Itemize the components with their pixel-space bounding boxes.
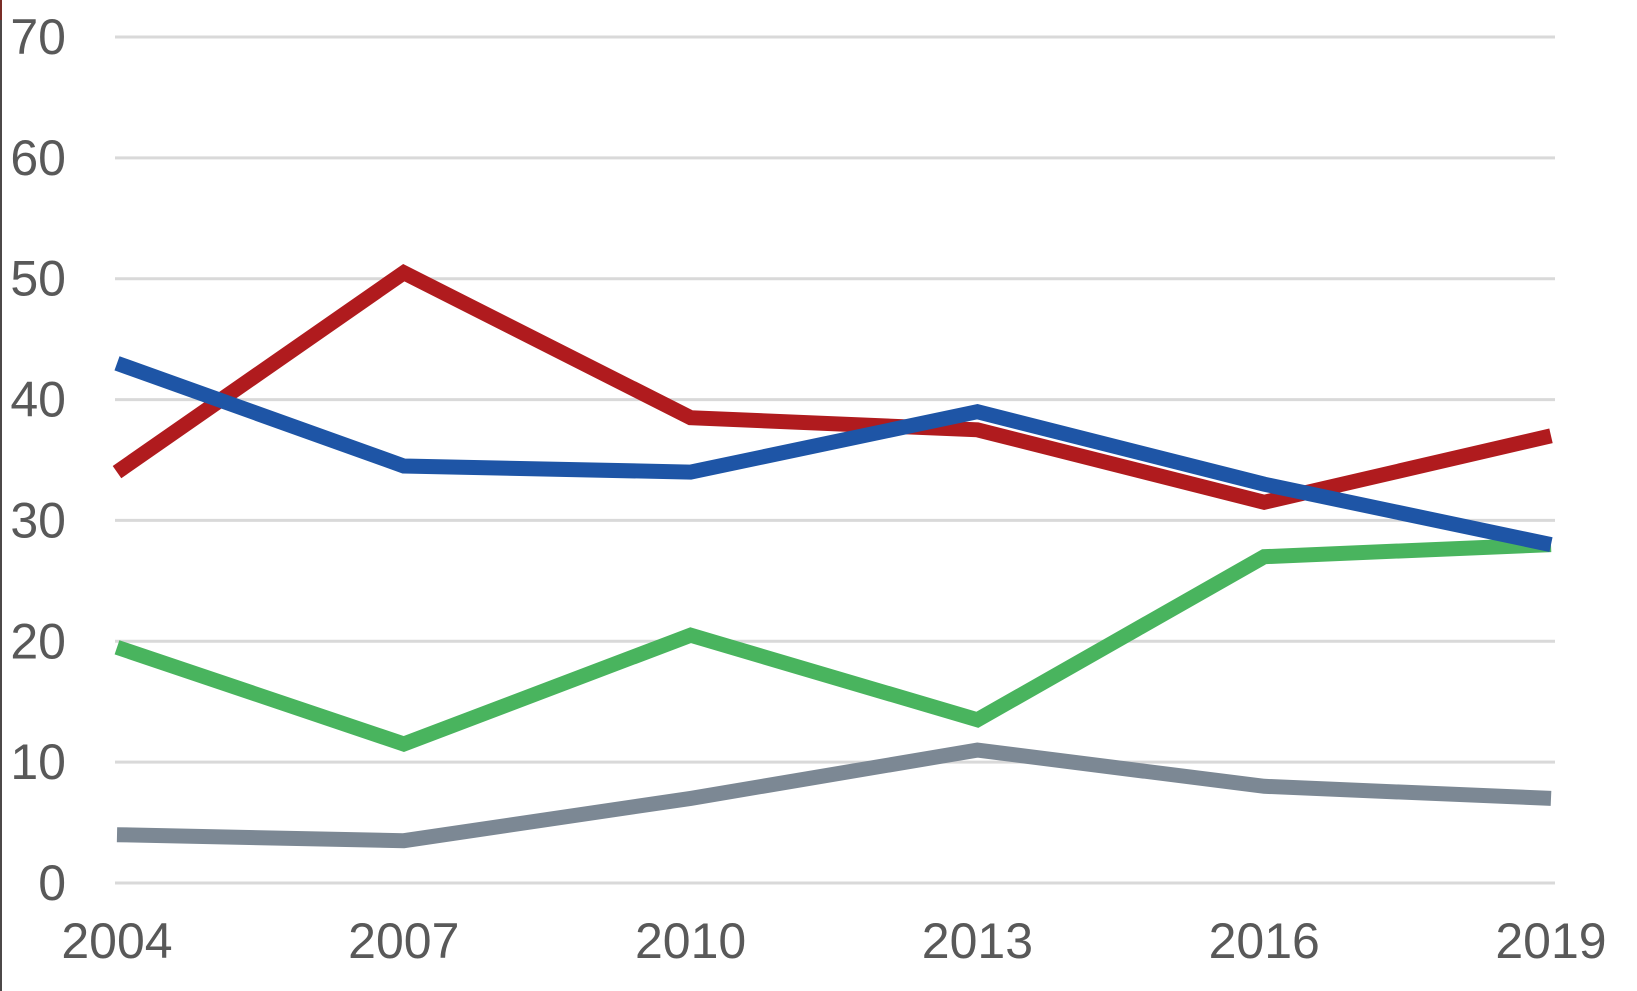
x-tick-label-2016: 2016 bbox=[1209, 913, 1320, 969]
x-tick-label-2013: 2013 bbox=[922, 913, 1033, 969]
x-tick-label-2004: 2004 bbox=[61, 913, 172, 969]
x-tick-label-2010: 2010 bbox=[635, 913, 746, 969]
y-axis-tick-labels: 0 10 20 30 40 50 60 70 bbox=[10, 9, 66, 911]
y-tick-label-20: 20 bbox=[10, 613, 66, 669]
x-axis-tick-labels: 2004 2007 2010 2013 2016 2019 bbox=[61, 913, 1606, 969]
y-tick-label-40: 40 bbox=[10, 372, 66, 428]
y-tick-label-50: 50 bbox=[10, 251, 66, 307]
series-lines bbox=[112, 263, 1553, 849]
screen-left-edge-artifact bbox=[0, 0, 2, 991]
line-green-series bbox=[114, 537, 1552, 752]
line-blue-series bbox=[114, 356, 1553, 552]
y-tick-label-10: 10 bbox=[10, 734, 66, 790]
line-dark-red-series bbox=[112, 263, 1553, 511]
y-tick-label-0: 0 bbox=[38, 855, 66, 911]
x-tick-label-2019: 2019 bbox=[1495, 913, 1606, 969]
y-tick-label-30: 30 bbox=[10, 492, 66, 548]
line-gray-series bbox=[116, 742, 1552, 849]
y-tick-label-60: 60 bbox=[10, 130, 66, 186]
gridlines bbox=[115, 35, 1555, 885]
x-tick-label-2007: 2007 bbox=[348, 913, 459, 969]
y-tick-label-70: 70 bbox=[10, 9, 66, 65]
